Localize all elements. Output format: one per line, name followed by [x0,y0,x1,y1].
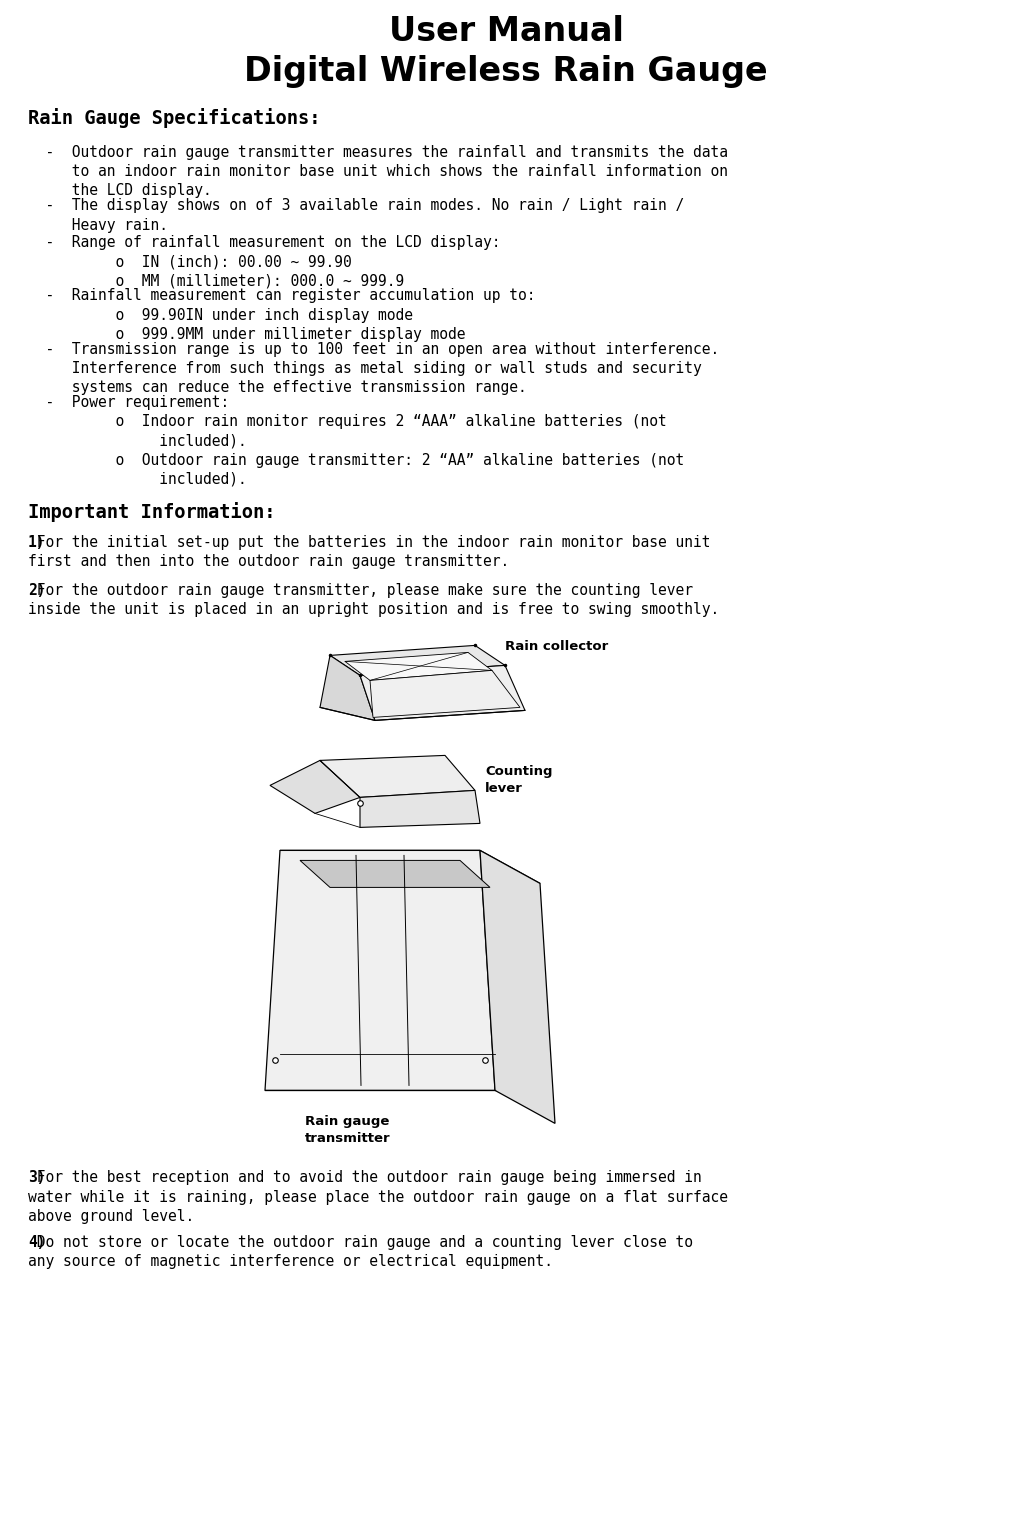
Polygon shape [299,860,489,888]
Polygon shape [360,790,479,828]
Polygon shape [330,645,504,676]
Text: Rain collector: Rain collector [504,640,608,653]
Text: For the outdoor rain gauge transmitter, please make sure the counting lever
insi: For the outdoor rain gauge transmitter, … [28,583,719,618]
Text: For the best reception and to avoid the outdoor rain gauge being immersed in
wat: For the best reception and to avoid the … [28,1170,727,1223]
Text: -  Transmission range is up to 100 feet in an open area without interference.
  : - Transmission range is up to 100 feet i… [28,342,719,395]
Text: Rain Gauge Specifications:: Rain Gauge Specifications: [28,108,320,128]
Text: -  The display shows on of 3 available rain modes. No rain / Light rain /
     H: - The display shows on of 3 available ra… [28,198,683,233]
Text: Digital Wireless Rain Gauge: Digital Wireless Rain Gauge [244,55,767,88]
Polygon shape [345,653,491,680]
Text: Important Information:: Important Information: [28,502,275,522]
Polygon shape [319,755,474,798]
Polygon shape [265,851,494,1090]
Polygon shape [319,656,375,720]
Polygon shape [370,671,520,717]
Text: Counting
lever: Counting lever [484,766,552,795]
Text: 3): 3) [28,1170,45,1185]
Text: For the initial set-up put the batteries in the indoor rain monitor base unit
fi: For the initial set-up put the batteries… [28,535,710,569]
Polygon shape [270,761,360,813]
Polygon shape [360,665,525,720]
Text: Rain gauge
transmitter: Rain gauge transmitter [304,1115,390,1145]
Text: User Manual: User Manual [388,15,623,47]
Text: -  Outdoor rain gauge transmitter measures the rainfall and transmits the data
 : - Outdoor rain gauge transmitter measure… [28,145,727,198]
Polygon shape [479,851,554,1124]
Text: Do not store or locate the outdoor rain gauge and a counting lever close to
any : Do not store or locate the outdoor rain … [28,1235,693,1269]
Text: -  Range of rainfall measurement on the LCD display:
          o  IN (inch): 00.: - Range of rainfall measurement on the L… [28,235,500,288]
Text: -  Power requirement:
          o  Indoor rain monitor requires 2 “AAA” alkaline: - Power requirement: o Indoor rain monit… [28,395,683,486]
Text: 4): 4) [28,1235,45,1250]
Text: 2): 2) [28,583,45,598]
Text: -  Rainfall measurement can register accumulation up to:
          o  99.90IN un: - Rainfall measurement can register accu… [28,288,535,342]
Text: 1): 1) [28,535,45,551]
Polygon shape [280,851,540,883]
